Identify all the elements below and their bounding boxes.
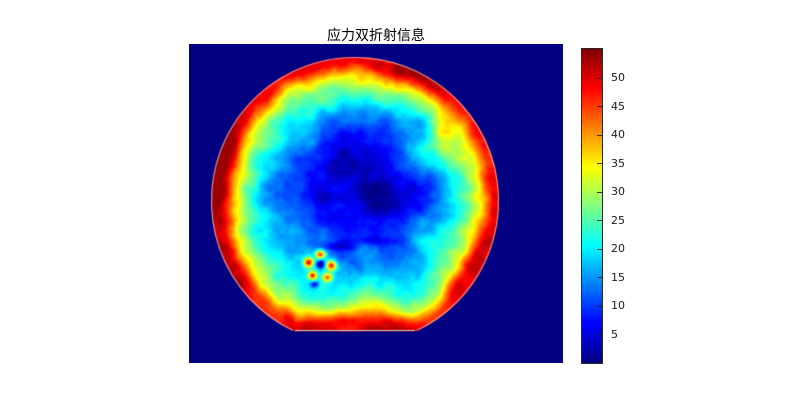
colorbar-tick-mark xyxy=(597,192,602,193)
colorbar-tick-mark xyxy=(597,306,602,307)
colorbar-tick-mark xyxy=(597,334,602,335)
colorbar-tick-label: 30 xyxy=(611,185,625,198)
colorbar-tick-mark xyxy=(597,220,602,221)
colorbar-tick-label: 25 xyxy=(611,214,625,227)
colorbar-tick-label: 5 xyxy=(611,328,618,341)
colorbar-tick-mark xyxy=(597,249,602,250)
colorbar-tick-label: 45 xyxy=(611,100,625,113)
colorbar-tick-mark xyxy=(597,135,602,136)
colorbar-tick-label: 40 xyxy=(611,128,625,141)
colorbar-tick-label: 50 xyxy=(611,71,625,84)
colorbar-tick-label: 20 xyxy=(611,242,625,255)
colorbar-tick-label: 10 xyxy=(611,299,625,312)
chart-title: 应力双折射信息 xyxy=(327,28,425,44)
colorbar-tick-label: 35 xyxy=(611,157,625,170)
colorbar xyxy=(581,48,603,364)
colorbar-tick-mark xyxy=(597,78,602,79)
colorbar-tick-mark xyxy=(597,106,602,107)
colorbar-gradient xyxy=(582,49,602,363)
colorbar-tick-label: 15 xyxy=(611,271,625,284)
colorbar-tick-mark xyxy=(597,277,602,278)
colorbar-tick-mark xyxy=(597,163,602,164)
wafer-heatmap xyxy=(189,44,563,363)
